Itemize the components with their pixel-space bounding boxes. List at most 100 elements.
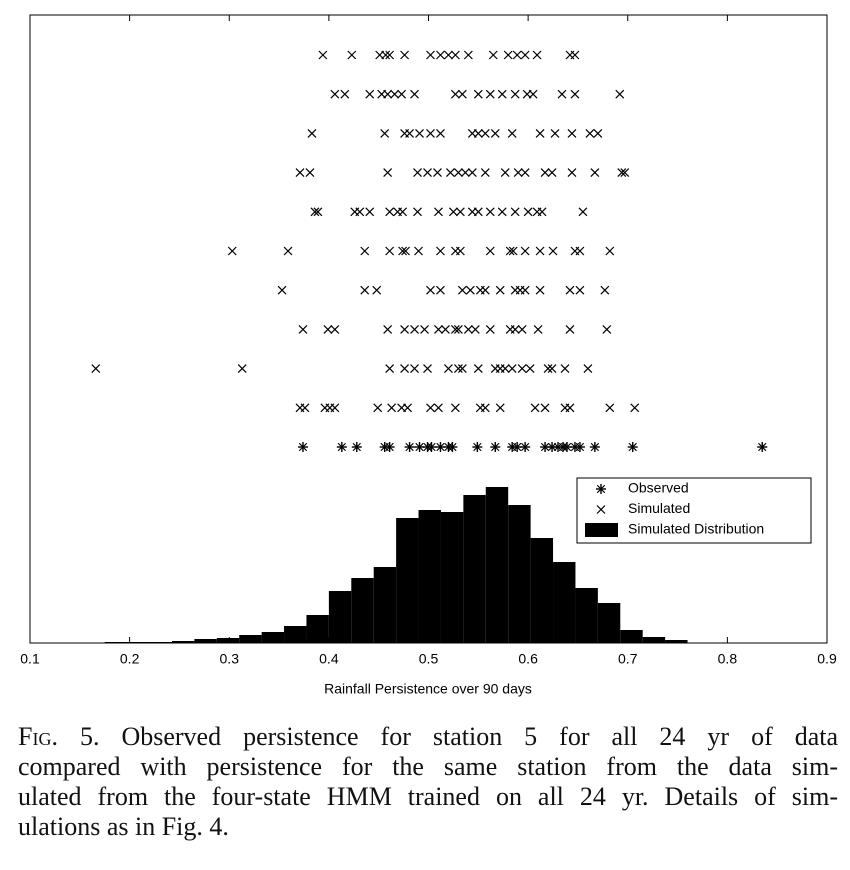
- simulated-point: [507, 128, 517, 138]
- cross-stroke: [347, 50, 357, 60]
- simulated-point: [505, 246, 515, 256]
- histogram-bar: [396, 518, 419, 643]
- cross-stroke: [525, 364, 535, 374]
- cross-stroke: [434, 403, 443, 413]
- simulated-point: [473, 207, 483, 217]
- cross-stroke: [300, 403, 310, 413]
- cross-stroke: [410, 324, 419, 334]
- cross-stroke: [360, 285, 370, 295]
- cross-stroke: [473, 207, 483, 217]
- x-tick-label: 0.2: [120, 651, 140, 667]
- cross-stroke: [450, 50, 460, 60]
- simulated-point: [510, 324, 520, 334]
- histogram-bar: [575, 588, 598, 643]
- cross-stroke: [385, 207, 395, 217]
- cross-stroke: [455, 207, 465, 217]
- simulated-point: [434, 324, 443, 334]
- cross-stroke: [578, 207, 588, 217]
- cross-stroke: [405, 128, 414, 138]
- cross-stroke: [520, 246, 530, 256]
- cross-stroke: [557, 89, 567, 99]
- cross-stroke: [463, 50, 473, 60]
- cross-stroke: [453, 324, 463, 334]
- simulated-point: [513, 168, 523, 178]
- observed-point: [520, 442, 531, 452]
- legend-label: Observed: [628, 480, 689, 496]
- simulated-point: [535, 128, 545, 138]
- simulated-point: [517, 364, 527, 374]
- simulated-point: [400, 324, 410, 334]
- cross-stroke: [330, 324, 340, 334]
- cross-stroke: [570, 50, 580, 60]
- simulated-point: [570, 50, 580, 60]
- simulated-point: [548, 246, 558, 256]
- cross-stroke: [513, 168, 523, 178]
- simulated-point: [620, 168, 630, 178]
- cross-stroke: [530, 403, 540, 413]
- cross-stroke: [533, 324, 543, 334]
- simulated-point: [523, 207, 533, 217]
- caption-line: ulations as in Fig. 4.: [18, 812, 838, 842]
- cross-stroke: [497, 207, 507, 217]
- simulated-point: [450, 324, 460, 334]
- cross-stroke: [298, 324, 308, 334]
- cross-stroke: [605, 246, 615, 256]
- cross-stroke: [457, 89, 467, 99]
- histogram-bar: [306, 615, 329, 643]
- histogram-bar: [597, 603, 621, 643]
- observed-point: [351, 442, 362, 452]
- simulated-point: [436, 285, 445, 295]
- cross-stroke: [397, 89, 407, 99]
- cross-stroke: [307, 128, 317, 138]
- simulated-point: [480, 403, 490, 413]
- cross-stroke: [313, 207, 323, 217]
- cross-stroke: [444, 50, 453, 60]
- simulated-point: [450, 50, 460, 60]
- histogram-bar: [373, 567, 397, 643]
- simulated-point: [537, 207, 547, 217]
- cross-stroke: [413, 168, 422, 178]
- simulated-point: [434, 207, 443, 217]
- simulated-point: [600, 285, 610, 295]
- cross-stroke: [410, 364, 419, 374]
- cross-stroke: [310, 207, 320, 217]
- simulated-point: [426, 128, 435, 138]
- simulated-point: [535, 285, 545, 295]
- simulated-point: [535, 246, 545, 256]
- simulated-point: [410, 324, 419, 334]
- simulated-point: [365, 207, 375, 217]
- cross-stroke: [463, 324, 473, 334]
- simulated-point: [605, 403, 615, 413]
- caption-text: ulations as in Fig. 4.: [18, 812, 229, 841]
- observed-point: [426, 442, 437, 452]
- simulated-point: [473, 89, 483, 99]
- caption-text: compared with persistence for the same s…: [18, 752, 838, 781]
- simulated-point: [617, 168, 627, 178]
- simulated-point: [410, 89, 419, 99]
- cross-stroke: [532, 50, 542, 60]
- histogram-bar: [665, 640, 688, 643]
- simulated-point: [400, 364, 410, 374]
- cross-stroke: [497, 89, 507, 99]
- simulated-point: [330, 403, 340, 413]
- cross-stroke: [383, 89, 393, 99]
- simulated-point: [453, 168, 463, 178]
- simulated-point: [298, 324, 308, 334]
- cross-stroke: [485, 246, 495, 256]
- x-tick-label: 0.1: [20, 651, 40, 667]
- simulated-point: [360, 246, 370, 256]
- simulated-point: [480, 128, 490, 138]
- simulated-point: [497, 207, 507, 217]
- simulated-point: [525, 364, 535, 374]
- cross-stroke: [372, 285, 382, 295]
- cross-stroke: [583, 364, 593, 374]
- simulated-point: [567, 168, 577, 178]
- simulated-point: [398, 207, 408, 217]
- simulated-point: [520, 50, 530, 60]
- simulated-point: [423, 168, 432, 178]
- cross-stroke: [381, 50, 391, 60]
- cross-stroke: [520, 285, 530, 295]
- simulated-point: [448, 207, 458, 217]
- cross-stroke: [390, 89, 400, 99]
- cross-stroke: [445, 168, 455, 178]
